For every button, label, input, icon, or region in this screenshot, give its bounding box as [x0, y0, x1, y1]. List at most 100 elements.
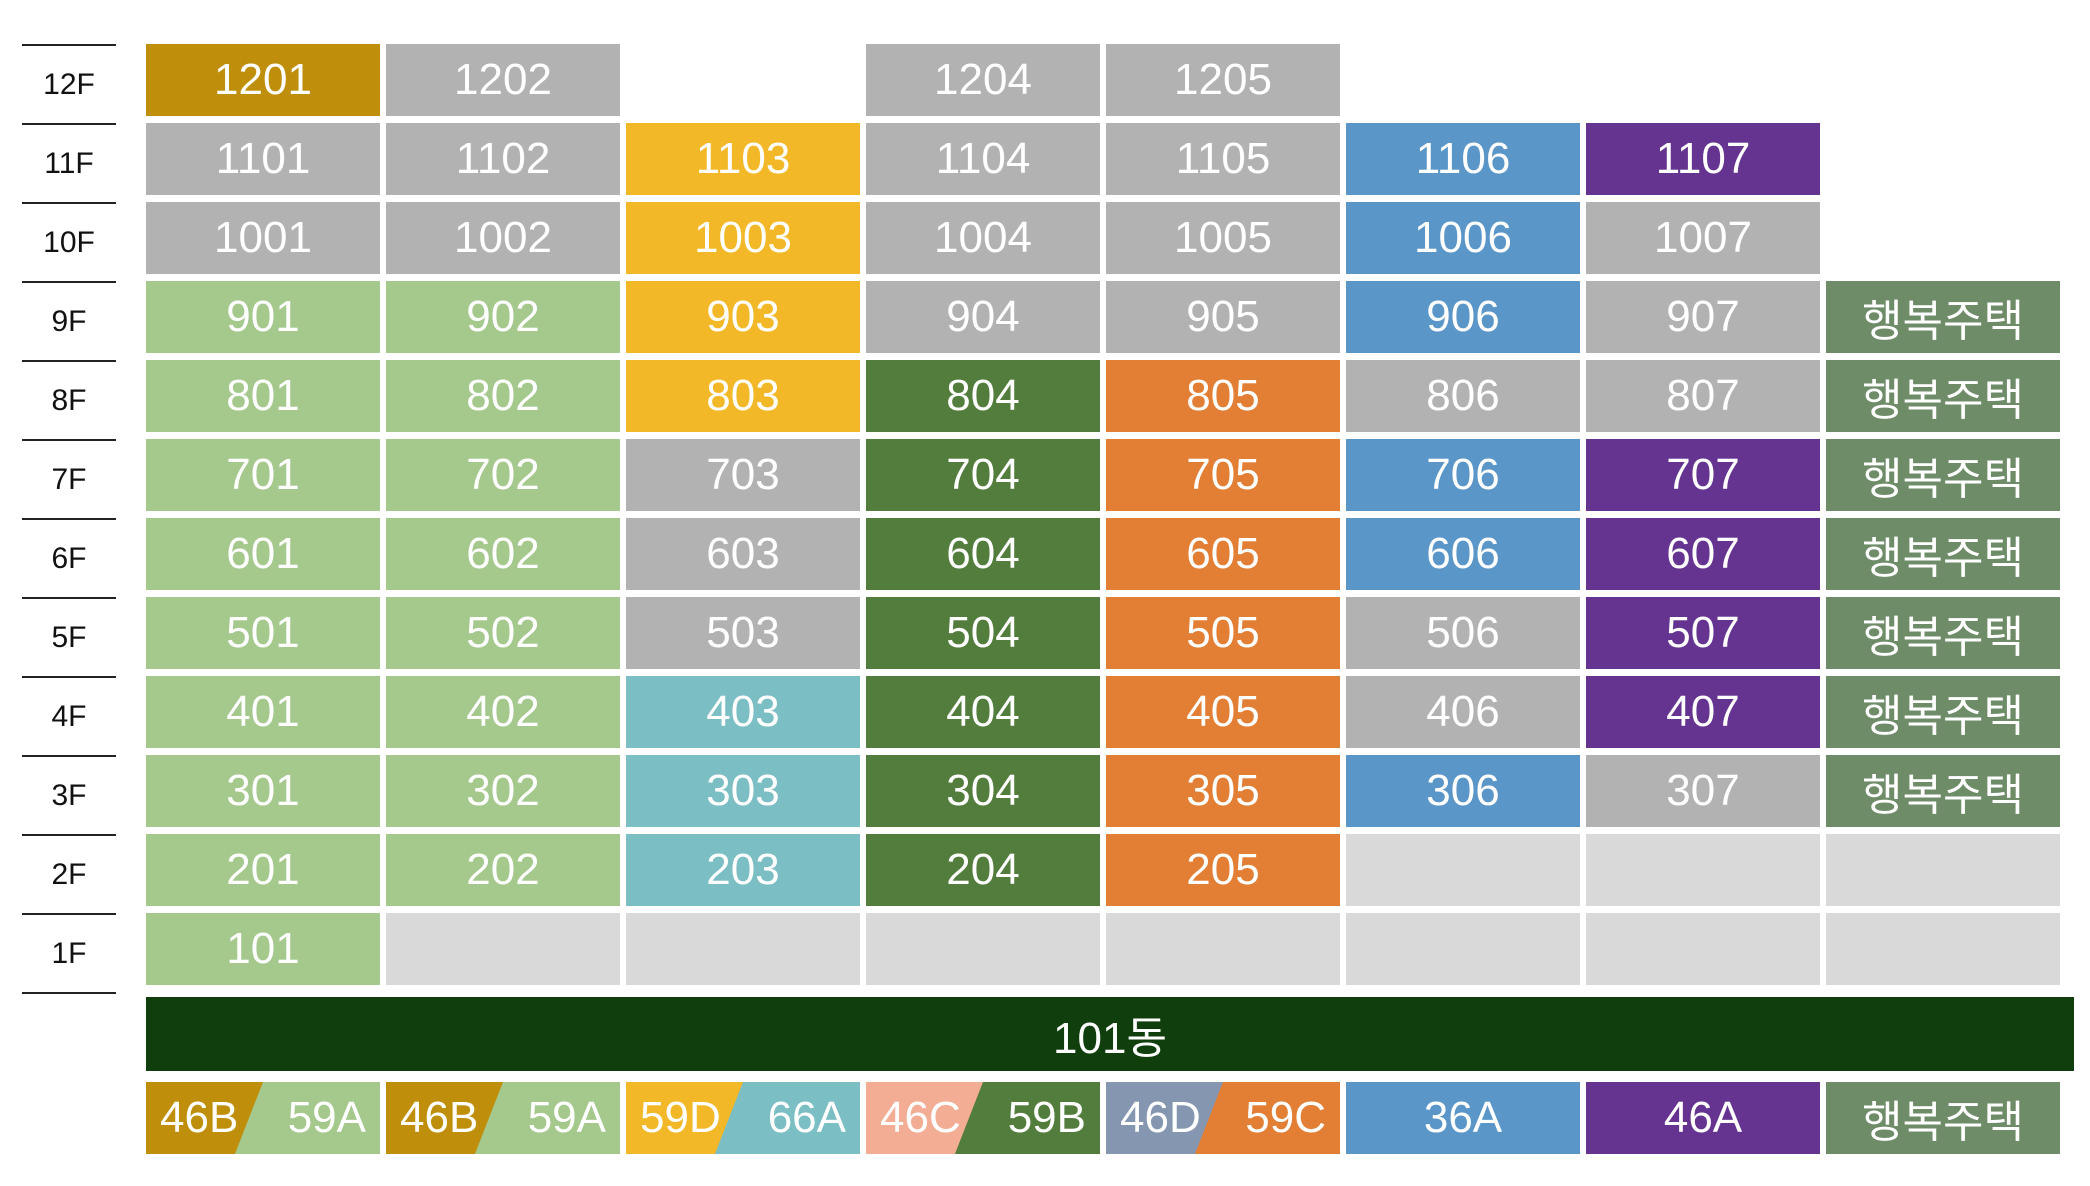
unit-cell: 101: [146, 913, 380, 985]
unit-type-left-label: 46B: [160, 1093, 239, 1142]
unit-cell: 1006: [1346, 202, 1580, 274]
unit-cell: 606: [1346, 518, 1580, 590]
unit-type-pair: 59A 46B: [146, 1082, 380, 1154]
unit-cell: 807: [1586, 360, 1820, 432]
unit-cell: 행복주택: [1826, 755, 2060, 827]
unit-cell: 705: [1106, 439, 1340, 511]
unit-cell: 906: [1346, 281, 1580, 353]
unit-type-right: 59B: [866, 1082, 1100, 1154]
unit-cell: 905: [1106, 281, 1340, 353]
unit-cell: 1003: [626, 202, 860, 274]
unit-cell: 1102: [386, 123, 620, 195]
unit-cell: 203: [626, 834, 860, 906]
unit-cell: 303: [626, 755, 860, 827]
empty-cell: [866, 913, 1100, 985]
floor-label: 5F: [22, 597, 116, 676]
unit-cell: 902: [386, 281, 620, 353]
floor-label: 11F: [22, 123, 116, 202]
unit-cell: 401: [146, 676, 380, 748]
unit-type-left-label: 59D: [640, 1093, 721, 1142]
unit-type-left: 46C: [866, 1082, 983, 1154]
floor-label: 7F: [22, 439, 116, 518]
unit-cell: 1002: [386, 202, 620, 274]
unit-cell: 901: [146, 281, 380, 353]
floor-label: 3F: [22, 755, 116, 834]
unit-type-left: 46D: [1106, 1082, 1223, 1154]
unit-type-pair: 66A 59D: [626, 1082, 860, 1154]
building-label: 101동: [146, 997, 2074, 1071]
unit-cell: 205: [1106, 834, 1340, 906]
unit-type-pair: 59A 46B: [386, 1082, 620, 1154]
unit-cell: 504: [866, 597, 1100, 669]
unit-cell: 1107: [1586, 123, 1820, 195]
unit-cell: 407: [1586, 676, 1820, 748]
unit-cell: 507: [1586, 597, 1820, 669]
unit-type-pair: 59B 46C: [866, 1082, 1100, 1154]
unit-cell: 1202: [386, 44, 620, 116]
unit-cell: 604: [866, 518, 1100, 590]
unit-cell: 1205: [1106, 44, 1340, 116]
unit-cell: 402: [386, 676, 620, 748]
unit-cell: 801: [146, 360, 380, 432]
unit-cell: 502: [386, 597, 620, 669]
unit-cell: 1106: [1346, 123, 1580, 195]
unit-cell: 406: [1346, 676, 1580, 748]
unit-type-right: 66A: [626, 1082, 860, 1154]
unit-cell: 404: [866, 676, 1100, 748]
unit-cell: 707: [1586, 439, 1820, 511]
empty-cell: [1826, 913, 2060, 985]
unit-cell: 1201: [146, 44, 380, 116]
empty-cell: [1826, 834, 2060, 906]
unit-cell: 704: [866, 439, 1100, 511]
unit-type-left-label: 46D: [1120, 1093, 1201, 1142]
unit-cell: 505: [1106, 597, 1340, 669]
floor-label: 2F: [22, 834, 116, 913]
unit-cell: 1001: [146, 202, 380, 274]
empty-cell: [626, 913, 860, 985]
unit-type-right-label: 59A: [527, 1093, 606, 1142]
unit-cell: 607: [1586, 518, 1820, 590]
unit-cell: 302: [386, 755, 620, 827]
unit-cell: 1103: [626, 123, 860, 195]
unit-cell: 903: [626, 281, 860, 353]
unit-type-right-label: 59A: [287, 1093, 366, 1142]
empty-cell: [1346, 834, 1580, 906]
unit-cell: 행복주택: [1826, 439, 2060, 511]
unit-cell: 1101: [146, 123, 380, 195]
unit-cell: 701: [146, 439, 380, 511]
unit-cell: 405: [1106, 676, 1340, 748]
floor-label: 6F: [22, 518, 116, 597]
unit-type-right: 59A: [386, 1082, 620, 1154]
unit-cell: 702: [386, 439, 620, 511]
unit-cell: 503: [626, 597, 860, 669]
unit-cell: 1204: [866, 44, 1100, 116]
unit-type-left: 59D: [626, 1082, 743, 1154]
empty-cell: [1586, 834, 1820, 906]
unit-cell: 행복주택: [1826, 281, 2060, 353]
floor-label: 9F: [22, 281, 116, 360]
empty-cell: [1586, 913, 1820, 985]
unit-cell: 803: [626, 360, 860, 432]
floor-label: 12F: [22, 44, 116, 123]
unit-cell: 307: [1586, 755, 1820, 827]
unit-type-label: 36A: [1346, 1082, 1580, 1154]
unit-cell: 804: [866, 360, 1100, 432]
unit-cell: 행복주택: [1826, 597, 2060, 669]
unit-cell: 행복주택: [1826, 518, 2060, 590]
unit-cell: 202: [386, 834, 620, 906]
unit-type-right: 59A: [146, 1082, 380, 1154]
unit-type-right-label: 59B: [1007, 1093, 1086, 1142]
unit-type-left: 46B: [386, 1082, 503, 1154]
unit-cell: 602: [386, 518, 620, 590]
unit-cell: 805: [1106, 360, 1340, 432]
unit-cell: 907: [1586, 281, 1820, 353]
floor-label: 4F: [22, 676, 116, 755]
unit-type-label: 행복주택: [1826, 1082, 2060, 1154]
unit-cell: 1105: [1106, 123, 1340, 195]
unit-cell: 201: [146, 834, 380, 906]
unit-cell: 204: [866, 834, 1100, 906]
unit-type-right-label: 66A: [767, 1093, 846, 1142]
unit-type-label: 46A: [1586, 1082, 1820, 1154]
unit-cell: 706: [1346, 439, 1580, 511]
unit-cell: 802: [386, 360, 620, 432]
